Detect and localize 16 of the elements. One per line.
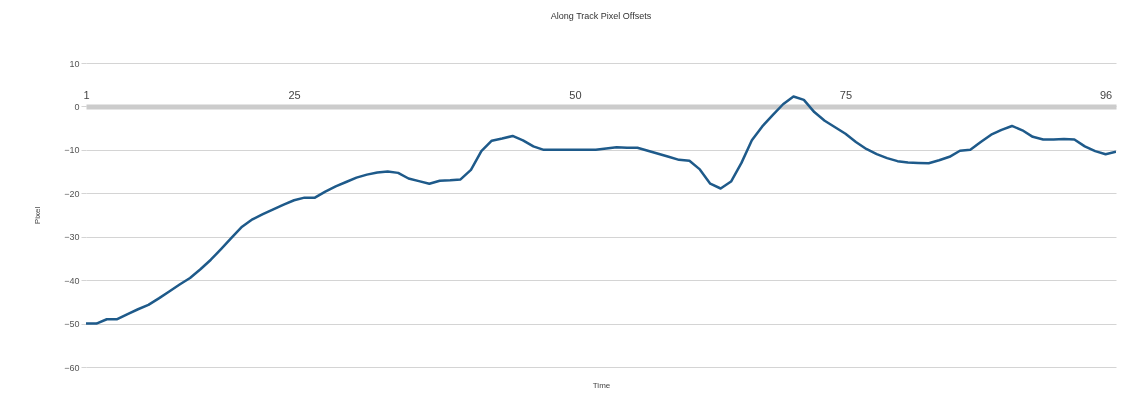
x-tick-label: 75 (839, 88, 853, 101)
y-tick-label: 0 (74, 101, 80, 112)
x-tick-label: 1 (83, 88, 90, 101)
y-tick-label: −30 (64, 232, 80, 243)
y-tick-label: −10 (64, 145, 80, 156)
y-tick-label: −40 (64, 275, 80, 286)
chart-title: Along Track Pixel Offsets (550, 11, 652, 21)
x-tick-label: 50 (569, 88, 582, 101)
x-tick-label: 25 (288, 88, 301, 101)
x-tick-label: 96 (1099, 88, 1113, 101)
y-tick-label: 10 (69, 58, 80, 69)
y-tick-label: −60 (64, 362, 80, 373)
y-axis-title: Pixel (33, 206, 43, 225)
y-tick-label: −50 (64, 319, 80, 330)
x-axis-title: Time (592, 380, 611, 390)
y-tick-label: −20 (64, 188, 80, 199)
